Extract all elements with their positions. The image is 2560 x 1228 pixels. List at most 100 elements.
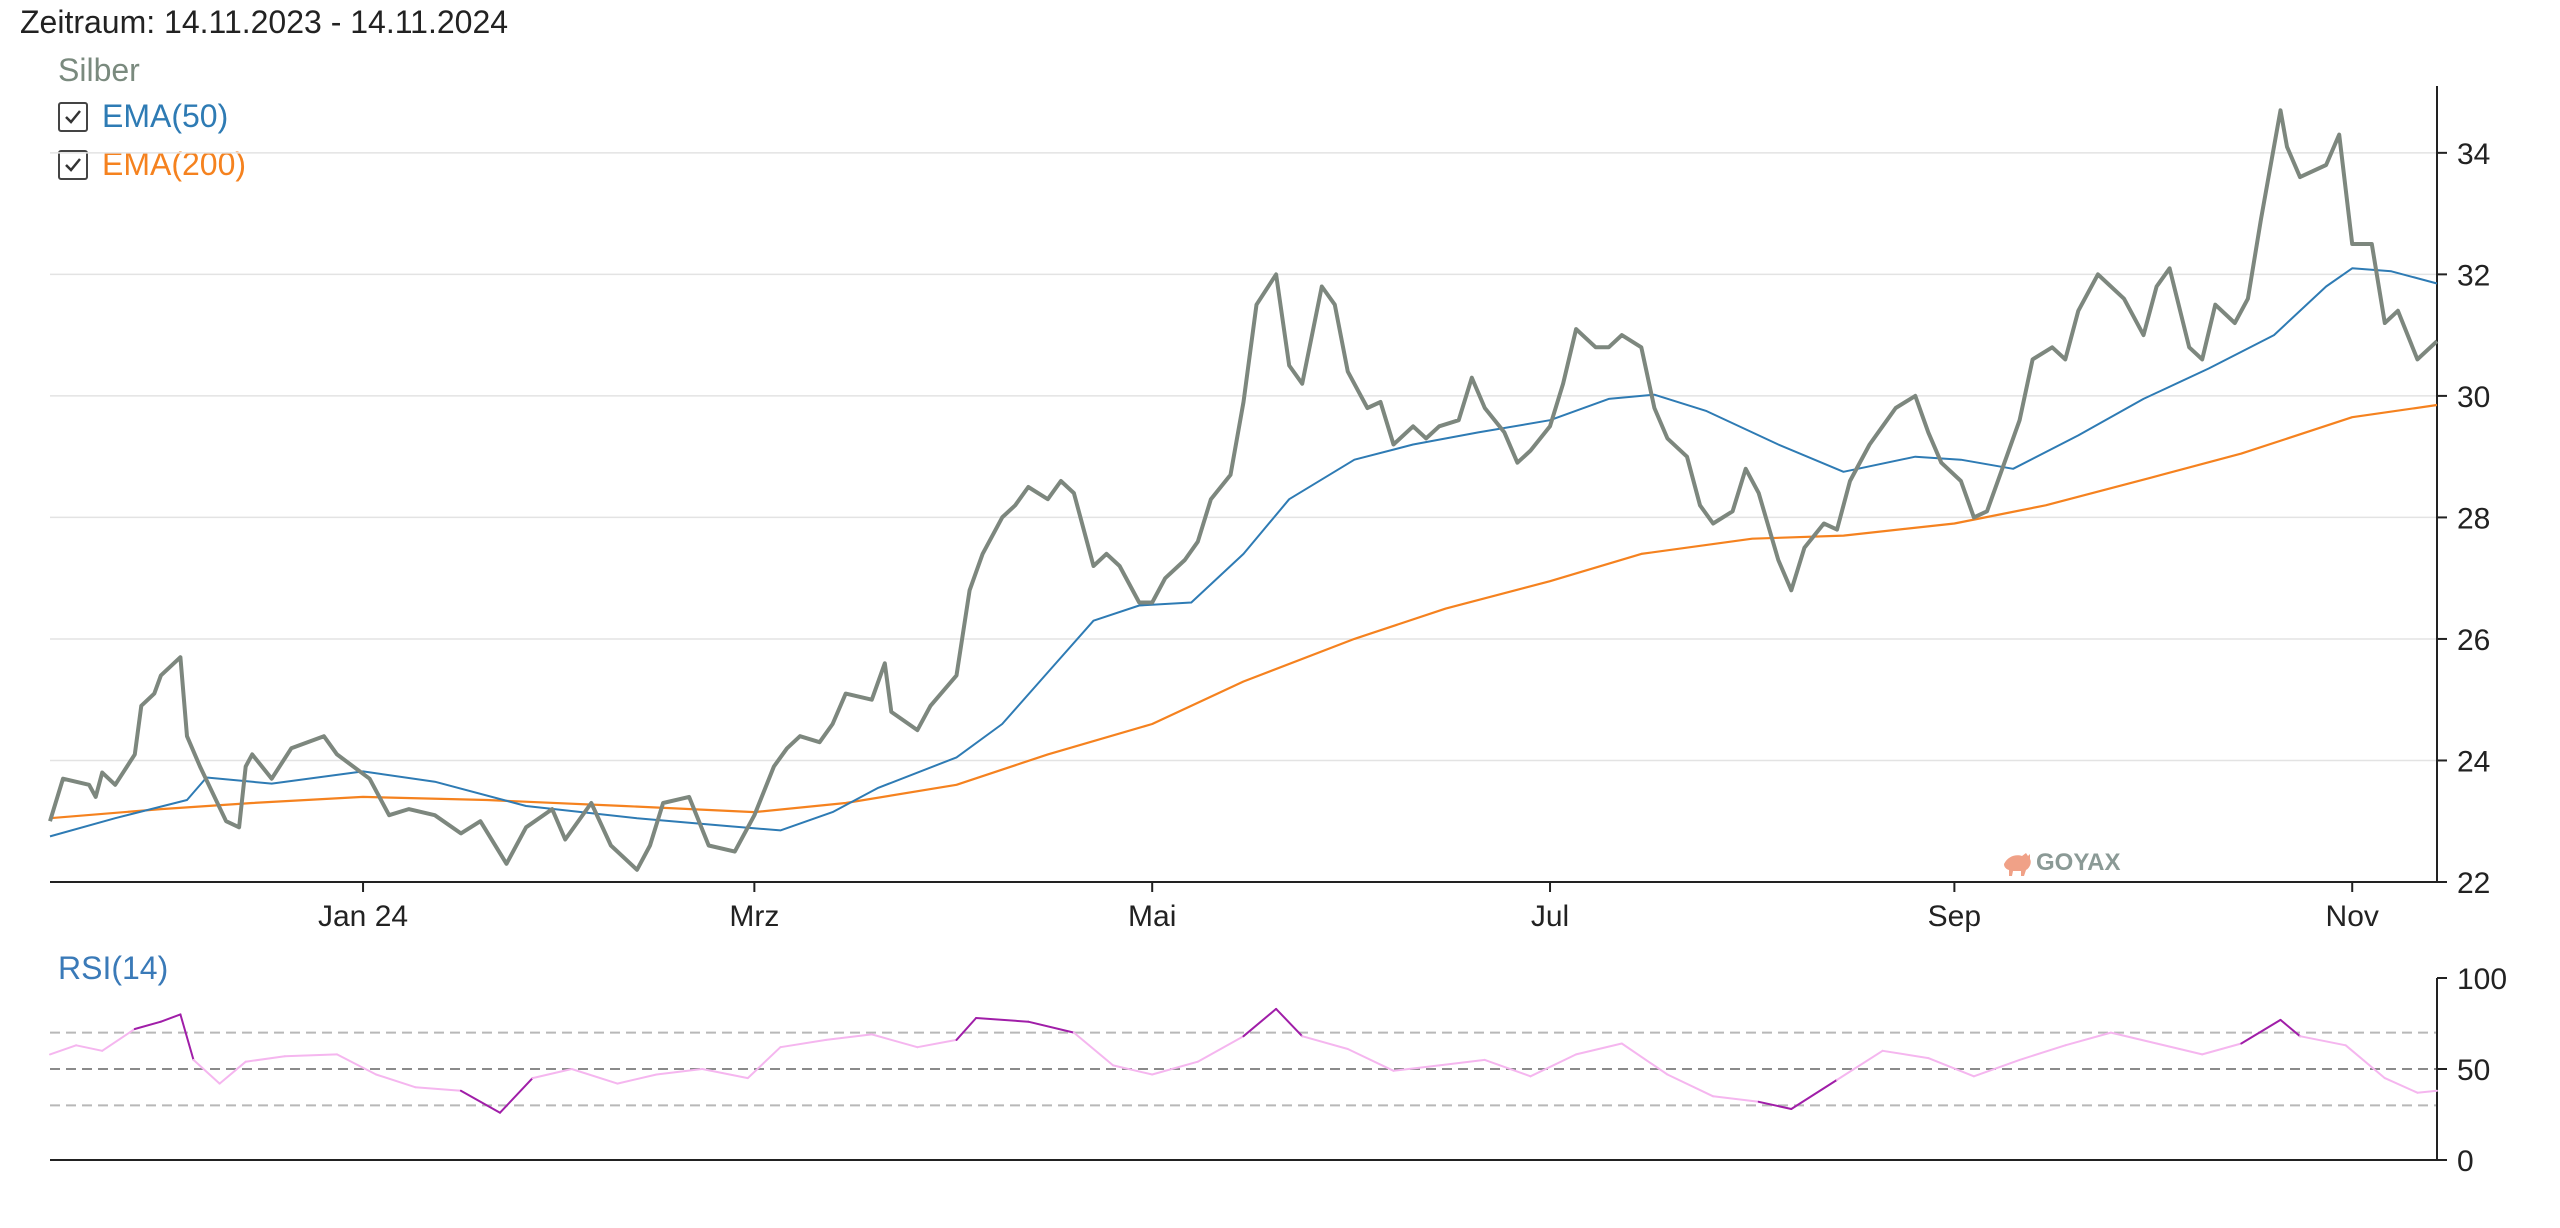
rsi-line-segment xyxy=(1712,1095,1760,1103)
x-tick-label: Mai xyxy=(1128,900,1176,933)
rsi-line-segment xyxy=(1620,1042,1669,1076)
rsi-line-segment xyxy=(1112,1064,1154,1076)
ema50-label: EMA(50) xyxy=(102,98,229,134)
rsi-series xyxy=(49,1007,2438,1114)
rsi-reference-lines xyxy=(50,1031,2437,1107)
rsi-line-segment xyxy=(192,1058,221,1085)
rsi-line-segment xyxy=(1836,1049,1884,1081)
ema200-line xyxy=(49,403,2438,820)
ema200-label: EMA(200) xyxy=(102,146,247,182)
y-tick-label: 28 xyxy=(2457,502,2490,535)
rsi-line-segment xyxy=(414,1086,462,1092)
rsi-line-segment xyxy=(1881,1049,1930,1060)
y-tick-label: 24 xyxy=(2457,745,2490,778)
rsi-line-segment xyxy=(870,1033,919,1049)
rsi-axes: 0 50 100 xyxy=(50,963,2507,1178)
rsi-line-segment xyxy=(1529,1053,1578,1078)
rsi-line-segment xyxy=(1242,1007,1278,1038)
rsi-line-segment xyxy=(655,1068,704,1076)
rsi-y-tick-label: 0 xyxy=(2457,1145,2474,1178)
rsi-line-segment xyxy=(1027,1020,1075,1034)
rsi-label: RSI(14) xyxy=(58,950,169,986)
rsi-line-segment xyxy=(133,1020,162,1030)
checkmark-icon xyxy=(65,157,81,172)
rsi-line-segment xyxy=(375,1073,417,1089)
bull-logo-icon xyxy=(2004,853,2031,876)
rsi-line-segment xyxy=(1438,1058,1486,1067)
rsi-line-segment xyxy=(2416,1089,2438,1094)
x-tick-label: Mrz xyxy=(729,900,779,933)
rsi-line-segment xyxy=(1301,1035,1349,1050)
rsi-line-segment xyxy=(2109,1031,2158,1045)
rsi-line-segment xyxy=(2155,1042,2204,1056)
legend-ema50-toggle[interactable]: EMA(50) xyxy=(58,98,228,135)
watermark-text: GOYAX xyxy=(2036,849,2120,876)
rsi-line-segment xyxy=(2383,1077,2419,1094)
rsi-line-segment xyxy=(955,1017,978,1041)
rsi-line-segment xyxy=(975,1017,1030,1023)
rsi-line-segment xyxy=(244,1055,286,1063)
rsi-line-segment xyxy=(2344,1044,2386,1080)
rsi-line-segment xyxy=(779,1038,828,1049)
y-tick-label: 32 xyxy=(2457,259,2490,292)
rsi-line-segment xyxy=(218,1060,247,1085)
rsi-line-segment xyxy=(49,1044,78,1056)
rsi-line-segment xyxy=(336,1053,378,1076)
rsi-line-segment xyxy=(1666,1073,1715,1098)
rsi-line-segment xyxy=(283,1053,338,1058)
price-series xyxy=(48,108,2439,872)
ema200-checkbox[interactable] xyxy=(58,149,88,180)
rsi-line-segment xyxy=(2299,1035,2347,1047)
rsi-line-segment xyxy=(746,1046,782,1080)
rsi-line-segment xyxy=(1072,1031,1115,1067)
goyax-watermark: GOYAX xyxy=(2004,849,2120,876)
rsi-line-segment xyxy=(1757,1100,1793,1110)
rsi-line-segment xyxy=(825,1033,873,1041)
rsi-line-segment xyxy=(2240,1018,2282,1045)
rsi-y-tick-label: 100 xyxy=(2457,963,2507,996)
x-tick-label: Jan 24 xyxy=(318,900,408,933)
rsi-line-segment xyxy=(1790,1078,1838,1110)
rsi-line-segment xyxy=(1275,1007,1304,1038)
rsi-line-segment xyxy=(1196,1035,1245,1063)
ema50-line xyxy=(49,267,2438,838)
y-tick-label: 30 xyxy=(2457,381,2490,414)
rsi-line-segment xyxy=(1483,1058,1532,1078)
ema50-checkbox[interactable] xyxy=(58,101,88,132)
rsi-line-segment xyxy=(616,1073,658,1085)
rsi-line-segment xyxy=(1392,1064,1441,1072)
x-tick-label: Jul xyxy=(1531,900,1569,933)
rsi-line-segment xyxy=(1575,1042,1623,1056)
rsi-line-segment xyxy=(1927,1057,1975,1078)
rsi-line-segment xyxy=(1346,1048,1395,1072)
rsi-line-segment xyxy=(179,1013,195,1061)
rsi-line-segment xyxy=(1151,1060,1199,1076)
rsi-line-segment xyxy=(459,1089,501,1114)
rsi-line-segment xyxy=(101,1028,136,1052)
rsi-line-segment xyxy=(2064,1031,2112,1047)
rsi-line-segment xyxy=(2279,1018,2301,1038)
period-title: Zeitraum: 14.11.2023 - 14.11.2024 xyxy=(20,4,509,40)
y-tick-label: 34 xyxy=(2457,138,2490,171)
checkmark-icon xyxy=(65,109,81,124)
price-axes: 22 24 26 28 30 32 34 Jan 24 Mrz Mai Jul Sep Nov xyxy=(50,86,2490,933)
rsi-line-segment xyxy=(531,1068,573,1080)
rsi-line-segment xyxy=(2018,1044,2067,1061)
price-gridlines xyxy=(50,152,2437,762)
rsi-line-segment xyxy=(159,1013,182,1023)
instrument-name: Silber xyxy=(58,52,140,88)
x-tick-label: Nov xyxy=(2326,900,2379,933)
rsi-line-segment xyxy=(916,1038,958,1049)
rsi-line-segment xyxy=(2201,1042,2243,1056)
rsi-line-segment xyxy=(499,1077,534,1114)
rsi-y-tick-label: 50 xyxy=(2457,1054,2490,1087)
legend-ema200-toggle[interactable]: EMA(200) xyxy=(58,146,246,183)
rsi-line-segment xyxy=(701,1068,749,1080)
y-tick-label: 26 xyxy=(2457,624,2490,657)
silber-price-line xyxy=(48,108,2439,872)
x-tick-label: Sep xyxy=(1928,900,1981,933)
y-tick-label: 22 xyxy=(2457,867,2490,900)
rsi-line-segment xyxy=(570,1068,619,1085)
rsi-line-segment xyxy=(1972,1058,2021,1078)
